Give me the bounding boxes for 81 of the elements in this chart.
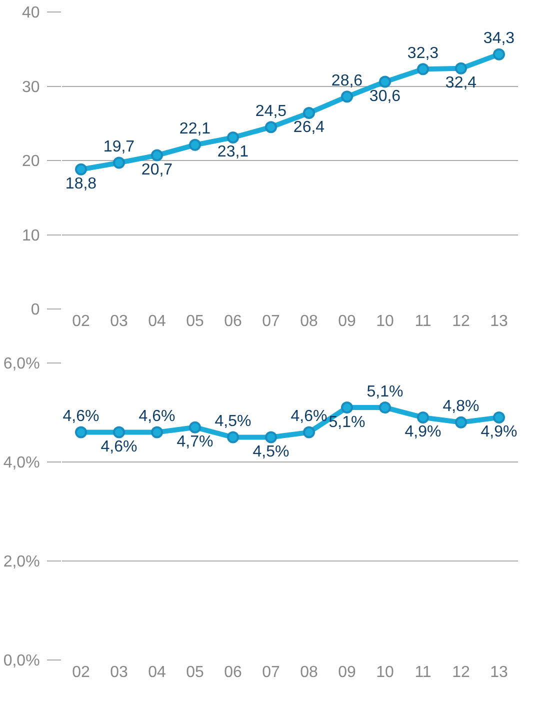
data-label: 20,7: [141, 162, 173, 179]
y-tick-label: 10: [22, 227, 40, 244]
point: [113, 156, 125, 169]
point: [265, 121, 277, 134]
point: [75, 426, 87, 438]
data-label: 19,7: [103, 138, 135, 156]
x-tick-label: 06: [224, 313, 242, 330]
x-tick-label: 04: [148, 313, 166, 330]
x-tick-label: 02: [72, 664, 90, 681]
point: [151, 149, 163, 162]
x-tick-label: 08: [300, 664, 318, 681]
data-label: 22,1: [179, 120, 211, 138]
point: [75, 163, 87, 176]
point: [303, 426, 315, 438]
x-tick-label: 10: [376, 313, 394, 330]
point: [379, 402, 391, 414]
y-tick-label: 40: [22, 4, 40, 22]
point: [379, 76, 391, 88]
point: [189, 421, 201, 434]
data-label: 4,5%: [214, 413, 252, 430]
y-tick-label: 30: [22, 78, 40, 96]
point: [113, 426, 125, 438]
point: [455, 416, 467, 428]
x-tick-label: 07: [262, 313, 280, 330]
x-tick-label: 13: [490, 313, 508, 330]
x-tick-label: 02: [72, 313, 90, 330]
x-tick-label: 10: [376, 664, 394, 681]
data-label: 23,1: [217, 144, 249, 161]
point: [417, 63, 429, 76]
point: [265, 431, 277, 444]
x-tick-label: 05: [186, 313, 204, 330]
x-tick-label: 06: [224, 664, 242, 681]
point: [417, 411, 429, 424]
data-label: 32,4: [445, 74, 477, 92]
data-label: 30,6: [369, 88, 401, 106]
data-label: 4,5%: [252, 444, 290, 460]
y-tick-label: 0: [30, 302, 40, 319]
data-label: 4,6%: [100, 438, 138, 456]
point: [341, 402, 353, 414]
x-tick-label: 03: [110, 664, 128, 681]
y-tick-label: 4,0%: [3, 454, 40, 472]
y-tick-label: 20: [22, 153, 40, 170]
data-label: 4,9%: [480, 424, 518, 441]
x-tick-label: 12: [452, 313, 470, 330]
point: [341, 90, 353, 103]
data-label: 4,9%: [404, 424, 442, 441]
x-tick-label: 04: [148, 664, 166, 681]
y-tick-label: 2,0%: [3, 554, 40, 571]
data-label: 4,6%: [138, 408, 176, 426]
point: [455, 62, 467, 74]
data-label: 28,6: [331, 72, 363, 90]
data-label: 4,7%: [176, 434, 214, 451]
data-label: 4,6%: [62, 408, 100, 426]
data-label: 4,8%: [442, 398, 480, 416]
point: [493, 48, 505, 60]
data-label: 24,5: [255, 102, 287, 120]
point: [493, 411, 505, 424]
x-tick-label: 13: [490, 664, 508, 681]
x-tick-label: 08: [300, 313, 318, 330]
data-label: 34,3: [483, 30, 515, 48]
data-label: 5,1%: [328, 414, 366, 431]
data-label: 32,3: [407, 44, 439, 62]
data-label: 18,8: [65, 176, 97, 193]
x-tick-label: 09: [338, 313, 356, 330]
point: [189, 138, 201, 151]
x-tick-label: 03: [110, 313, 128, 330]
data-label: 4,6%: [290, 408, 328, 426]
x-tick-label: 07: [262, 664, 280, 681]
y-tick-label: 0,0%: [3, 652, 40, 670]
x-tick-label: 05: [186, 664, 204, 681]
data-label: 5,1%: [366, 383, 404, 400]
x-tick-label: 11: [414, 313, 432, 330]
point: [151, 426, 163, 438]
x-tick-label: 11: [414, 664, 432, 681]
point: [227, 131, 239, 144]
point: [303, 106, 315, 119]
point: [227, 431, 239, 444]
x-tick-label: 09: [338, 664, 356, 681]
data-label: 26,4: [293, 119, 325, 136]
y-tick-label: 6,0%: [3, 356, 40, 373]
x-tick-label: 12: [452, 664, 470, 681]
